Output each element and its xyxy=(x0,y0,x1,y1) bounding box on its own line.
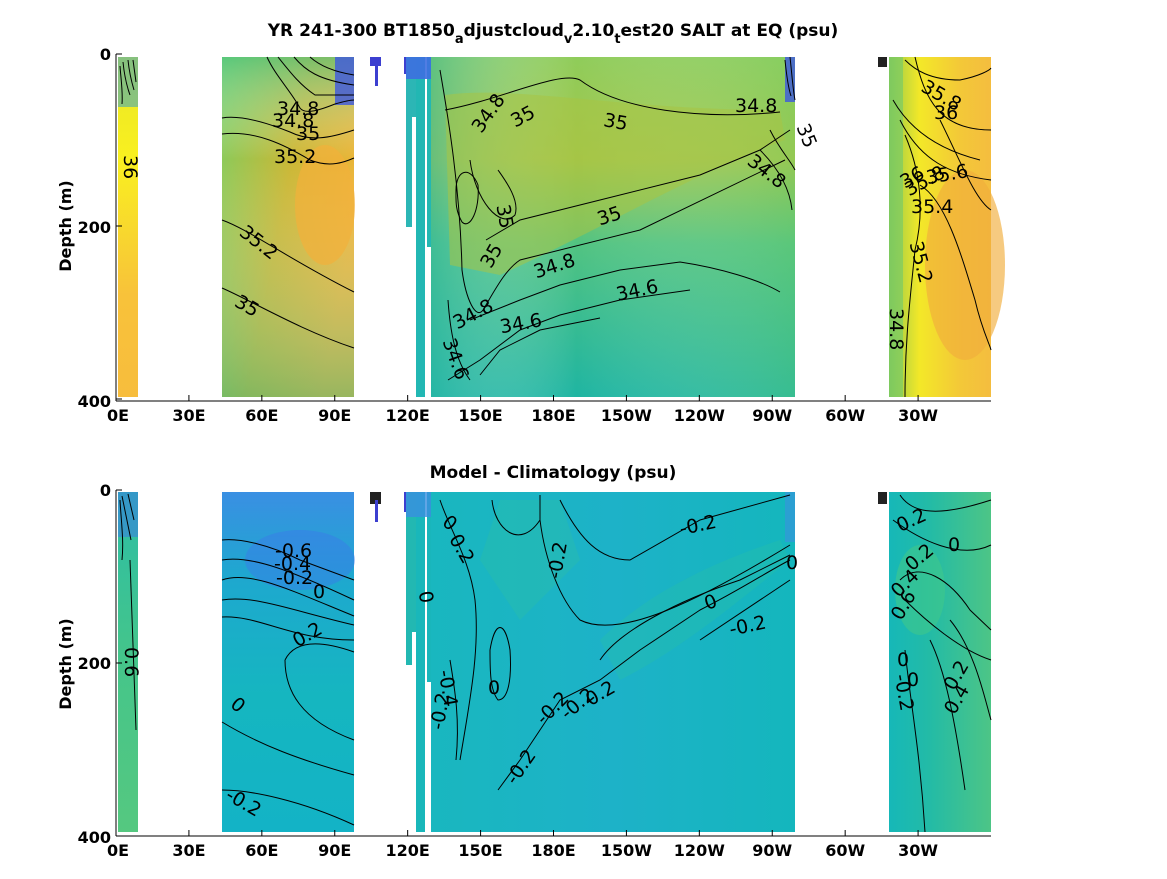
y-tick-label: 400 xyxy=(78,392,111,411)
contour-label: 0.6 xyxy=(120,647,142,677)
field-atlantic-west-top xyxy=(118,57,138,397)
x-tick-label: 0E xyxy=(107,406,129,425)
field-pacific-bottom xyxy=(431,492,795,832)
contour-label: 0 xyxy=(907,669,919,691)
field-indian-bottom xyxy=(222,492,354,832)
x-tick-label: 150W xyxy=(601,406,652,425)
contour-label: 0 xyxy=(414,589,438,605)
field-atlantic-west-bottom xyxy=(118,492,138,832)
x-tick-label: 60W xyxy=(825,406,865,425)
x-tick-label: 30E xyxy=(172,406,205,425)
contour-label: 34.8 xyxy=(885,308,907,350)
x-tick-label: 90E xyxy=(318,841,351,860)
axes-top: 0 200 400 0E 30E 60E 90E 120E 150E 180E 150W 120… xyxy=(78,45,991,425)
y-tick-label: 0 xyxy=(100,481,111,500)
contour-label: 35 xyxy=(491,203,517,231)
contour-label: 0 xyxy=(313,581,325,603)
contour-label: 34.8 xyxy=(277,98,319,120)
x-tick-label: 90W xyxy=(752,841,792,860)
contour-label: 0 xyxy=(948,534,960,556)
chart-title-top: YR 241-300 BT1850adjustcloudv2.10test20 … xyxy=(267,21,839,47)
x-tick-label: 180E xyxy=(531,841,575,860)
y-tick-label: 0 xyxy=(100,45,111,64)
contour-label: 34.8 xyxy=(735,95,777,117)
panel-difference: Model - Climatology (psu) Depth (m) xyxy=(56,463,992,860)
x-tick-label: 60W xyxy=(825,841,865,860)
x-tick-label: 120W xyxy=(674,841,725,860)
chart-title-bottom: Model - Climatology (psu) xyxy=(430,463,677,483)
contour-label: 35 xyxy=(296,123,320,145)
contour-label: 36 xyxy=(119,155,141,179)
contour-label: 35.4 xyxy=(911,196,953,218)
contour-lines-top xyxy=(119,56,992,398)
x-tick-label: 120E xyxy=(386,841,430,860)
x-tick-label: 120E xyxy=(386,406,430,425)
x-tick-label: 150E xyxy=(458,841,502,860)
contour-label: 0 xyxy=(786,552,798,574)
contour-label: -0.6 xyxy=(275,540,312,562)
y-tick-label: 400 xyxy=(78,828,111,847)
x-tick-label: 90W xyxy=(752,406,792,425)
contour-label: -0.2 xyxy=(276,567,313,589)
contour-label: 0 xyxy=(488,677,500,699)
contour-label: 35 xyxy=(792,120,821,151)
x-tick-label: 120W xyxy=(674,406,725,425)
y-tick-label: 200 xyxy=(78,654,111,673)
x-tick-label: 60E xyxy=(245,406,278,425)
y-axis-label-top: Depth (m) xyxy=(56,180,75,272)
contour-label: 36 xyxy=(934,102,958,124)
x-tick-label: 30E xyxy=(172,841,205,860)
contour-label: 0 xyxy=(897,649,909,671)
x-tick-label: 180E xyxy=(531,406,575,425)
y-tick-label: 200 xyxy=(78,218,111,237)
x-tick-label: 0E xyxy=(107,841,129,860)
x-tick-label: 30W xyxy=(898,406,938,425)
x-tick-label: 60E xyxy=(245,841,278,860)
y-axis-label-bottom: Depth (m) xyxy=(56,618,75,710)
contour-label: 35 xyxy=(602,109,630,135)
x-tick-label: 150W xyxy=(601,841,652,860)
contour-lines-bottom xyxy=(119,493,992,833)
contour-label: -0.4 xyxy=(274,553,311,575)
x-tick-label: 30W xyxy=(898,841,938,860)
axes-bottom: 0 200 400 0E 30E 60E 90E 120E 150E 180E 150W 120… xyxy=(78,481,991,860)
contour-label: 35.2 xyxy=(274,146,316,168)
x-tick-label: 150E xyxy=(458,406,502,425)
contour-label: 34.8 xyxy=(272,110,314,132)
x-tick-label: 90E xyxy=(318,406,351,425)
panel-salinity: YR 241-300 BT1850adjustcloudv2.10test20 … xyxy=(56,21,1005,425)
